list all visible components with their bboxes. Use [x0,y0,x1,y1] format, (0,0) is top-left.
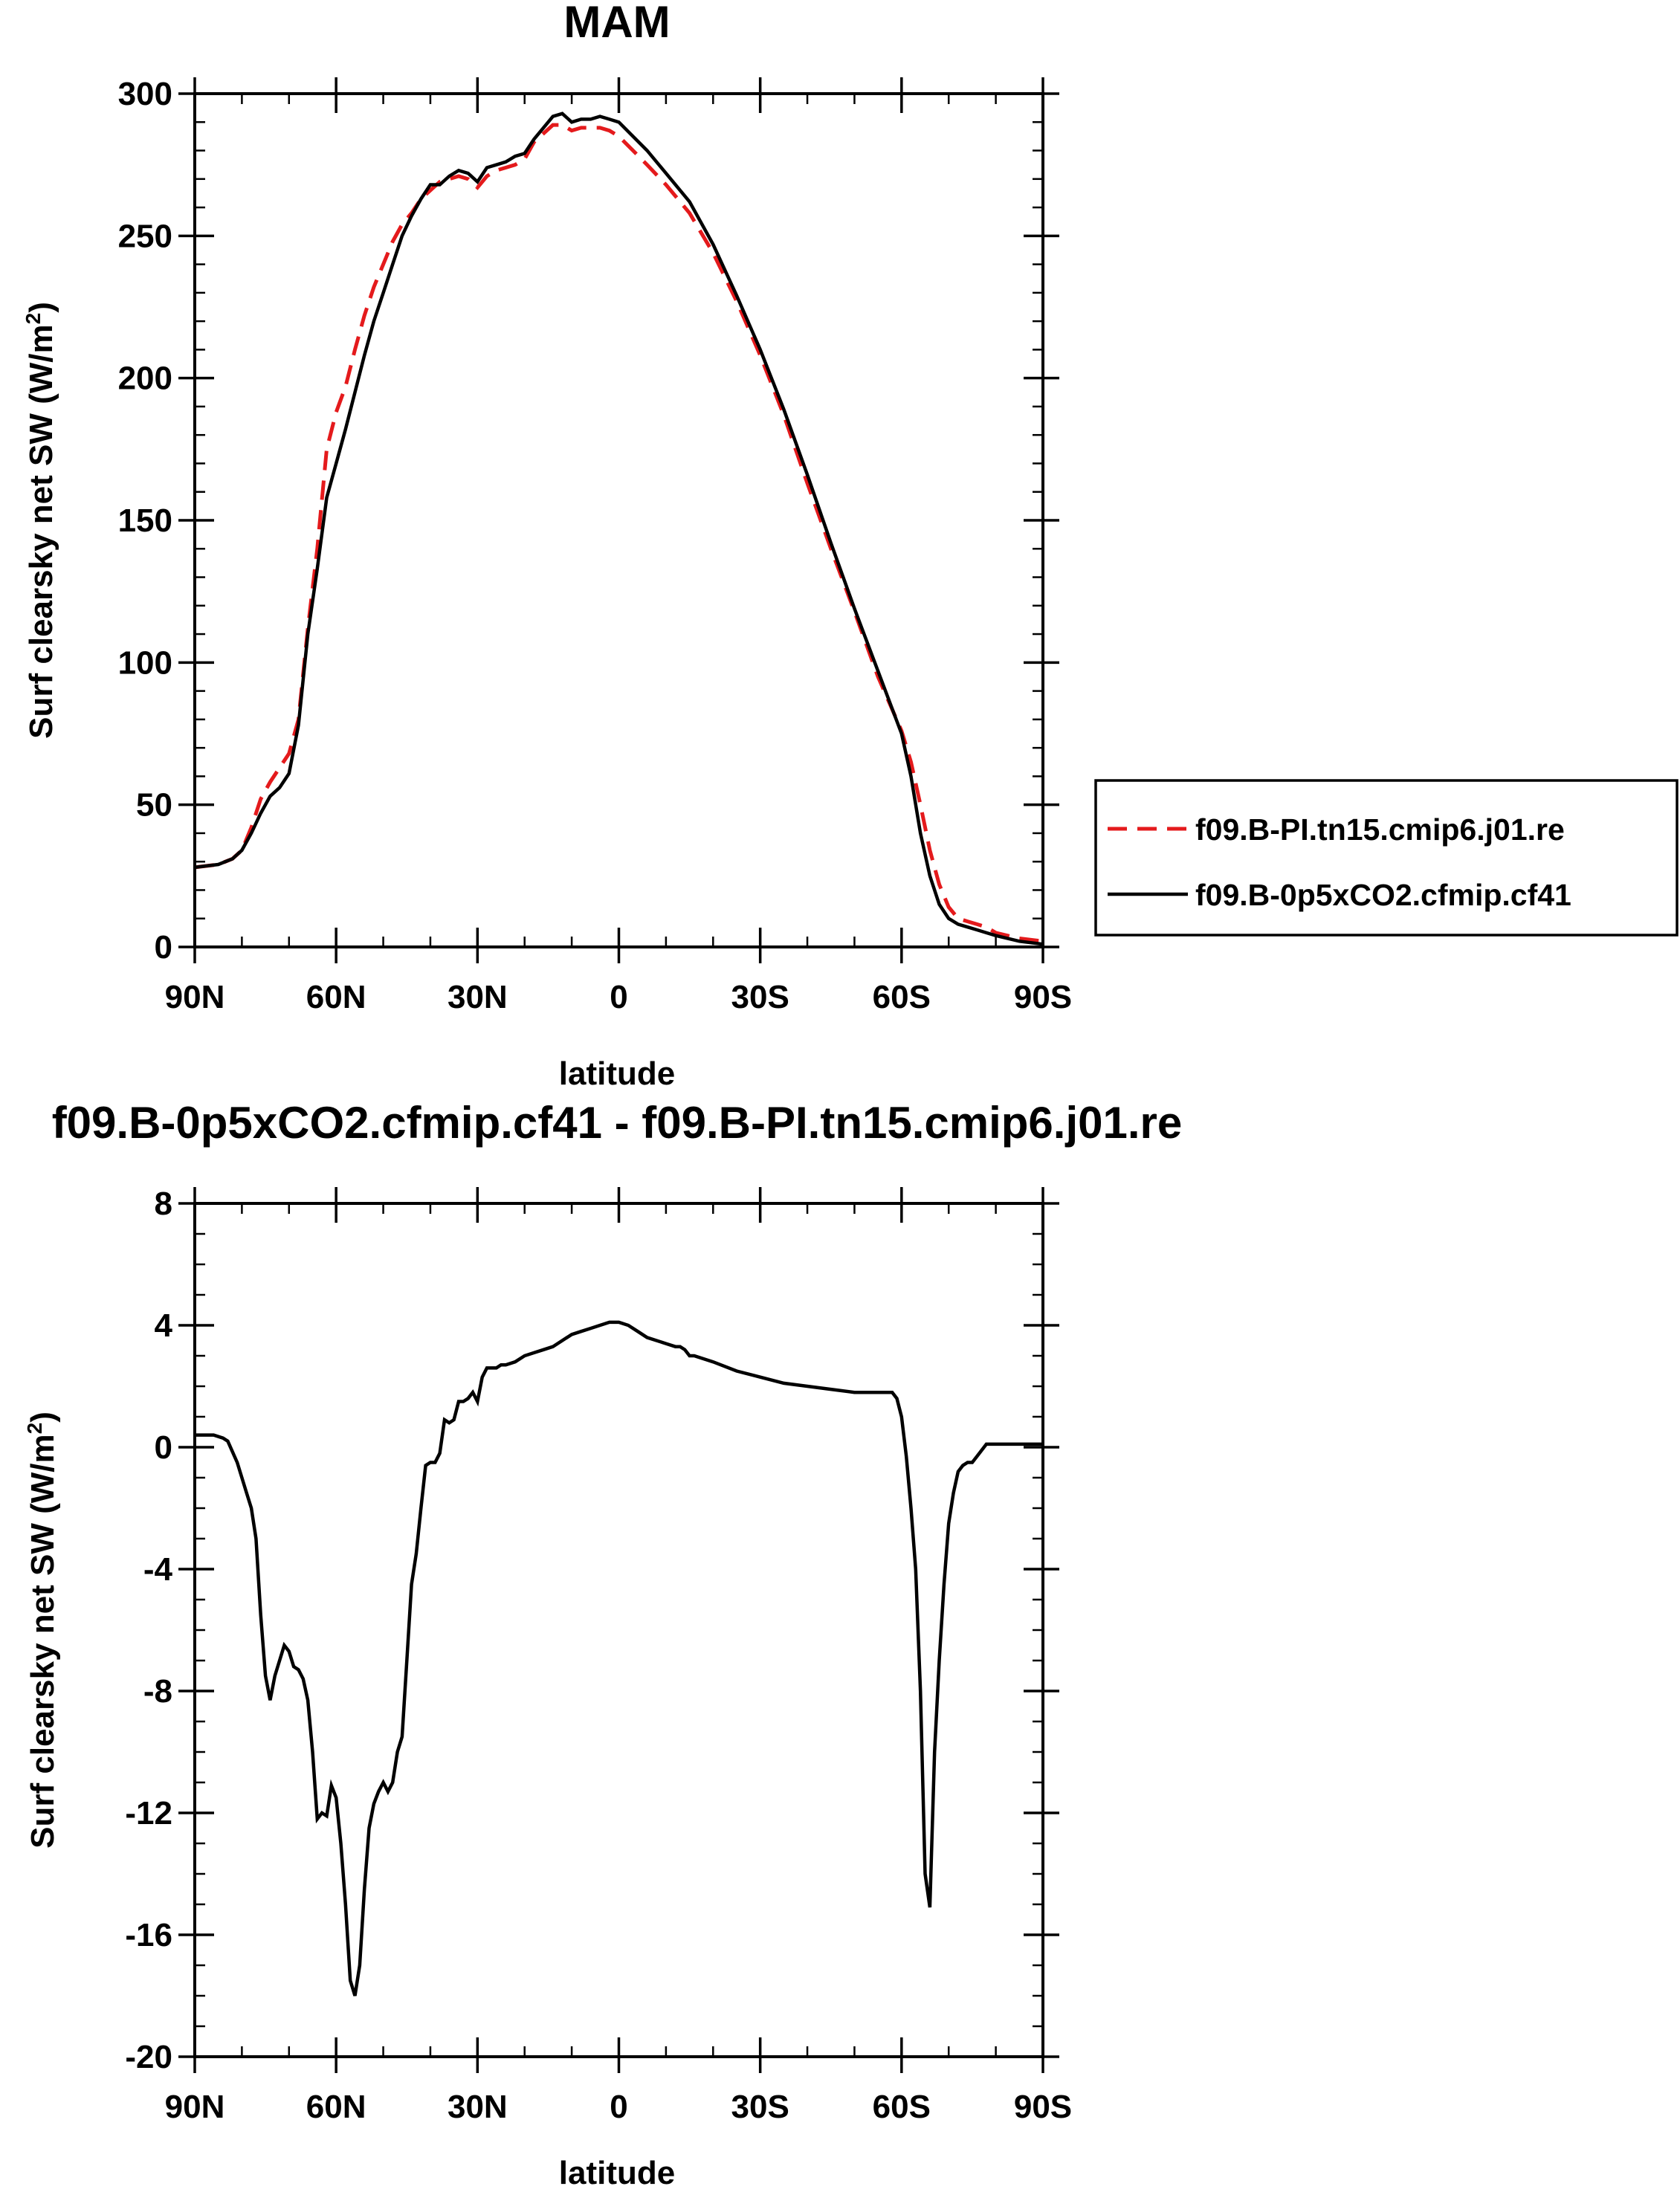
x-tick-label: 90S [1014,979,1072,1015]
y-tick-label: 0 [155,929,172,966]
x-tick-label: 60S [873,2089,931,2125]
y-tick-label: -16 [125,1917,172,1953]
legend-label-0p5xco2: f09.B-0p5xCO2.cfmip.cf41 [1195,878,1571,912]
x-tick-label: 30N [448,979,508,1015]
y-tick-label: 250 [118,218,172,254]
y-tick-label: 150 [118,502,172,539]
x-tick-label: 60N [306,2089,366,2125]
y-tick-label: 300 [118,76,172,112]
y-tick-label: 0 [155,1429,172,1466]
chart-title-top: MAM [563,0,670,47]
x-tick-label: 90N [165,2089,225,2125]
axis-ticks-top: 0 50 100 150 200 250 300 90N 60N 30N 0 30S 60S 90S [118,76,1073,1015]
panel-bottom: f09.B-0p5xCO2.cfmip.cf41 - f09.B-PI.tn15… [23,1098,1183,2191]
y-tick-label: 8 [155,1186,172,1222]
x-tick-label: 60N [306,979,366,1015]
y-tick-label: -4 [143,1551,173,1588]
x-tick-label: 30S [731,2089,789,2125]
plot-frame-top [193,92,1044,948]
x-tick-label: 0 [610,2089,627,2125]
y-tick-label: 4 [155,1307,173,1344]
y-axis-label-top: Surf clearsky net SW (W/m2) [22,302,59,739]
series-line-0p5xco2 [194,111,1044,946]
y-tick-label: -12 [125,1795,172,1831]
y-tick-label: -20 [125,2039,172,2075]
y-tick-label: 100 [118,644,172,681]
x-tick-label: 90S [1014,2089,1072,2125]
legend-box [1094,779,1679,937]
series-line-difference [195,1320,1043,1997]
x-tick-label: 30N [448,2089,508,2125]
x-axis-label-bottom: latitude [559,2155,675,2188]
plot-frame-bottom [193,1202,1044,2058]
legend-label-pi: f09.B-PI.tn15.cmip6.j01.re [1195,812,1565,847]
x-tick-label: 90N [165,979,225,1015]
x-tick-label: 60S [873,979,931,1015]
x-tick-label: 30S [731,979,789,1015]
y-axis-label-bottom: Surf clearsky net SW (W/m2) [23,1412,61,1849]
y-tick-label: 50 [136,787,172,824]
x-axis-label-top: latitude [559,1055,675,1092]
legend: f09.B-PI.tn15.cmip6.j01.re f09.B-0p5xCO2… [1094,779,1679,937]
y-tick-label: -8 [143,1673,172,1710]
y-tick-label: 200 [118,361,172,397]
chart-title-bottom: f09.B-0p5xCO2.cfmip.cf41 - f09.B-PI.tn15… [52,1098,1183,1148]
panel-top: MAM 0 50 100 150 200 250 300 90N 60N 30N 0 30S 60S 90… [22,0,1679,1092]
x-tick-label: 0 [610,979,627,1015]
